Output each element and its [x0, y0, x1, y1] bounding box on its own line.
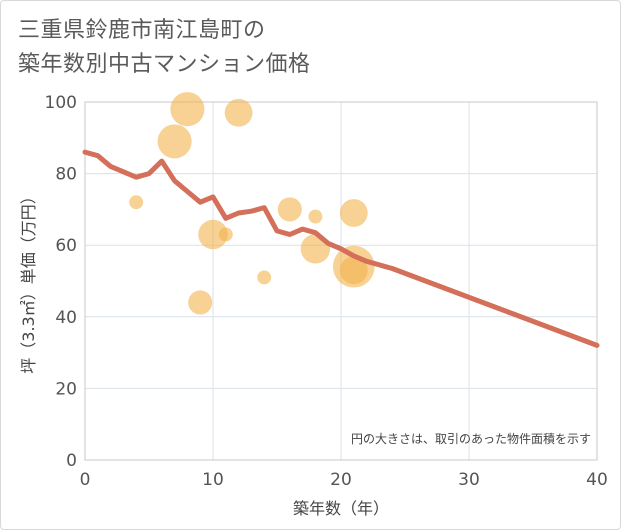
- series-line-trend: [82, 149, 600, 348]
- bubble-size-note: 円の大きさは、取引のあった物件面積を示す: [351, 431, 591, 446]
- data-point-1: [224, 98, 253, 127]
- data-point-2: [157, 124, 192, 159]
- data-point-13: [188, 290, 213, 315]
- data-point-11: [339, 256, 368, 285]
- x-tick-label-20: 20: [330, 470, 352, 490]
- data-point-5: [308, 209, 323, 224]
- title-line-1: 三重県鈴鹿市南江島町の: [18, 18, 266, 43]
- y-tick-label-40: 40: [55, 308, 77, 328]
- x-tick-label-10: 10: [202, 470, 224, 490]
- bubble-layer: [129, 92, 375, 315]
- trend-line-layer: [82, 149, 600, 348]
- y-tick-label-0: 0: [66, 451, 77, 471]
- y-tick-label-80: 80: [55, 165, 77, 185]
- x-axis-title: 築年数（年）: [293, 499, 389, 518]
- plot-frame: [84, 101, 598, 461]
- chart-title: 三重県鈴鹿市南江島町の 築年数別中古マンション価格: [18, 14, 311, 82]
- x-tick-label-40: 40: [586, 470, 608, 490]
- data-point-4: [277, 197, 302, 222]
- data-point-6: [339, 199, 368, 227]
- title-line-2: 築年数別中古マンション価格: [18, 52, 311, 77]
- y-axis-title: 坪（3.3㎡）単価（万円）: [19, 188, 38, 373]
- y-tick-label-20: 20: [55, 379, 77, 399]
- tick-labels: 0 10 20 30 40 0 20 40 60 80 100: [45, 93, 608, 490]
- data-point-8: [218, 227, 233, 242]
- data-point-12: [257, 270, 272, 285]
- x-tick-label-0: 0: [80, 470, 91, 490]
- y-tick-label-60: 60: [55, 236, 77, 256]
- data-point-0: [170, 92, 205, 127]
- data-point-3: [129, 195, 144, 210]
- y-tick-label-100: 100: [45, 93, 77, 113]
- data-point-7: [198, 219, 228, 250]
- x-tick-label-30: 30: [458, 470, 480, 490]
